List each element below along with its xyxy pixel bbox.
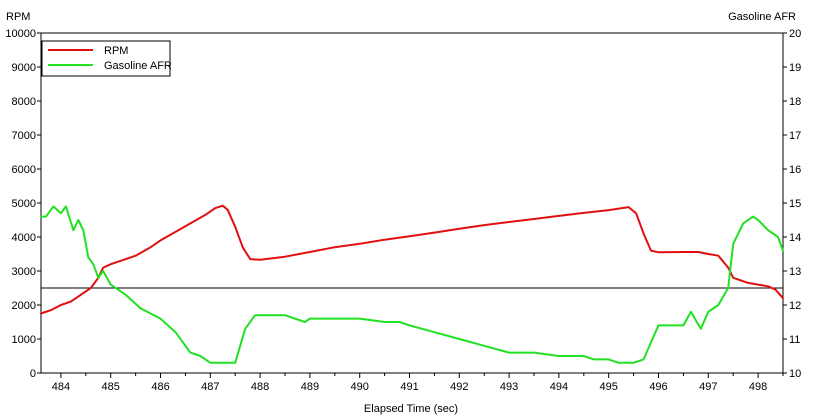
y-left-tick-label: 1000 xyxy=(12,334,36,346)
y-left-tick-label: 7000 xyxy=(12,130,36,142)
y-left-tick-label: 8000 xyxy=(12,96,36,108)
y-right-tick-label: 20 xyxy=(789,28,801,40)
series-line-rpm xyxy=(40,204,784,315)
y-left-tick-label: 6000 xyxy=(12,164,36,176)
y-right-tick-label: 11 xyxy=(789,334,800,346)
y-left-tick-label: 0 xyxy=(30,368,36,380)
series-line-afr xyxy=(40,205,784,364)
x-tick-label: 492 xyxy=(450,381,468,393)
legend-label-rpm: RPM xyxy=(104,45,128,57)
x-tick-label: 490 xyxy=(351,381,369,393)
x-axis-title: Elapsed Time (sec) xyxy=(364,403,458,415)
y-left-tick-label: 4000 xyxy=(12,232,36,244)
y-right-tick-label: 13 xyxy=(789,266,801,278)
x-tick-label: 495 xyxy=(600,381,618,393)
y-right-tick-label: 14 xyxy=(789,232,801,244)
y-right-tick-label: 15 xyxy=(789,198,801,210)
x-tick-label: 487 xyxy=(201,381,219,393)
x-tick-label: 484 xyxy=(52,381,70,393)
y-left-tick-label: 9000 xyxy=(12,62,36,74)
x-tick-label: 485 xyxy=(102,381,120,393)
x-tick-label: 491 xyxy=(400,381,418,393)
y-right-tick-label: 16 xyxy=(789,164,801,176)
x-tick-label: 489 xyxy=(301,381,319,393)
x-tick-label: 486 xyxy=(151,381,169,393)
y-left-tick-label: 2000 xyxy=(12,300,36,312)
legend: RPM Gasoline AFR xyxy=(41,40,172,77)
y-left-tick-label: 3000 xyxy=(12,266,36,278)
x-tick-label: 498 xyxy=(749,381,767,393)
x-tick-label: 493 xyxy=(500,381,518,393)
y-right-tick-label: 10 xyxy=(789,368,801,380)
x-tick-label: 497 xyxy=(699,381,717,393)
y-right-axis-title: Gasoline AFR xyxy=(728,11,796,23)
ticks: 0 1000 2000 3000 4000 5000 6000 7000 8000 9000 100… xyxy=(5,28,801,393)
x-tick-label: 496 xyxy=(649,381,667,393)
y-right-tick-label: 12 xyxy=(789,300,801,312)
y-left-tick-label: 5000 xyxy=(12,198,36,210)
y-left-axis-title: RPM xyxy=(6,11,30,23)
y-right-tick-label: 19 xyxy=(789,62,801,74)
x-tick-label: 488 xyxy=(251,381,269,393)
plot-area xyxy=(40,204,784,364)
x-tick-label: 494 xyxy=(550,381,568,393)
legend-box xyxy=(41,40,171,77)
y-right-tick-label: 18 xyxy=(789,96,801,108)
legend-label-afr: Gasoline AFR xyxy=(104,60,172,72)
y-right-tick-label: 17 xyxy=(789,130,801,142)
y-left-tick-label: 10000 xyxy=(5,28,36,40)
